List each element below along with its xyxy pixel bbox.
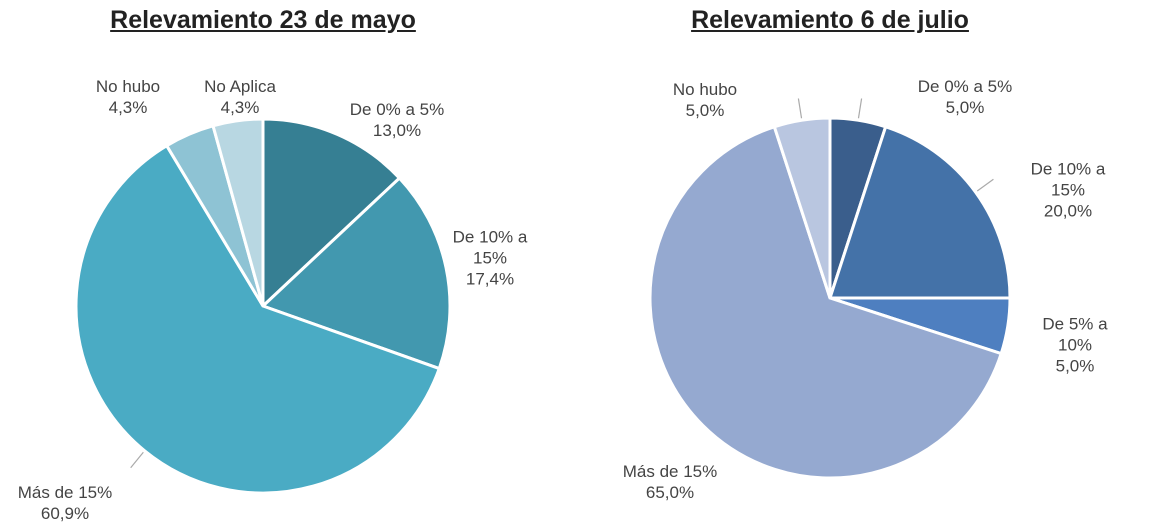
value-label: 65,0% [645,483,695,502]
value-label: 5,0% [685,101,725,120]
leader-line [857,98,863,119]
value-label: 17,4% [465,269,515,289]
data-label: De 10% a 15% 20,0% [1018,159,1118,222]
data-label: No Aplica 4,3% [190,76,290,118]
data-label: De 5% a 10% 5,0% [1025,314,1125,377]
value-label: 5,0% [1055,356,1095,376]
chart-title: Relevamiento 6 de julio [691,6,969,34]
category-label: De 0% a 5% [917,77,1013,96]
category-label: Más de 15% [17,483,113,502]
data-label: De 10% a 15% 17,4% [440,227,540,290]
value-label: 5,0% [945,98,985,117]
data-label: De 0% a 5% 13,0% [347,99,447,141]
category-label: De 0% a 5% [349,100,445,119]
category-label: No hubo [95,77,161,96]
value-label: 13,0% [372,121,422,140]
value-label: 60,9% [40,504,90,523]
data-label: Más de 15% 65,0% [620,461,720,503]
data-label: No hubo 4,3% [78,76,178,118]
category-label: No hubo [672,80,738,99]
value-label: 4,3% [108,98,148,117]
leader-line [976,178,994,192]
data-label: No hubo 5,0% [655,79,755,121]
category-label: De 5% a 10% [1042,314,1108,355]
pie-slice [261,117,402,310]
category-label: Más de 15% [622,462,718,481]
pie-slice [260,175,452,371]
pie-slice [827,124,1012,300]
data-label: Más de 15% 60,9% [15,482,115,524]
category-label: De 10% a 15% [452,227,528,268]
category-label: No Aplica [204,77,276,96]
pie-slice [74,143,442,495]
data-label: De 0% a 5% 5,0% [915,76,1015,118]
leader-line [797,98,803,119]
value-label: 4,3% [220,98,260,117]
pie-slice [211,117,265,307]
pie-slice [772,116,832,299]
leader-line [130,451,144,469]
pie-slice [648,124,1004,480]
chart-title: Relevamiento 23 de mayo [110,6,416,34]
value-label: 20,0% [1043,201,1093,221]
category-label: De 10% a 15% [1030,159,1106,200]
